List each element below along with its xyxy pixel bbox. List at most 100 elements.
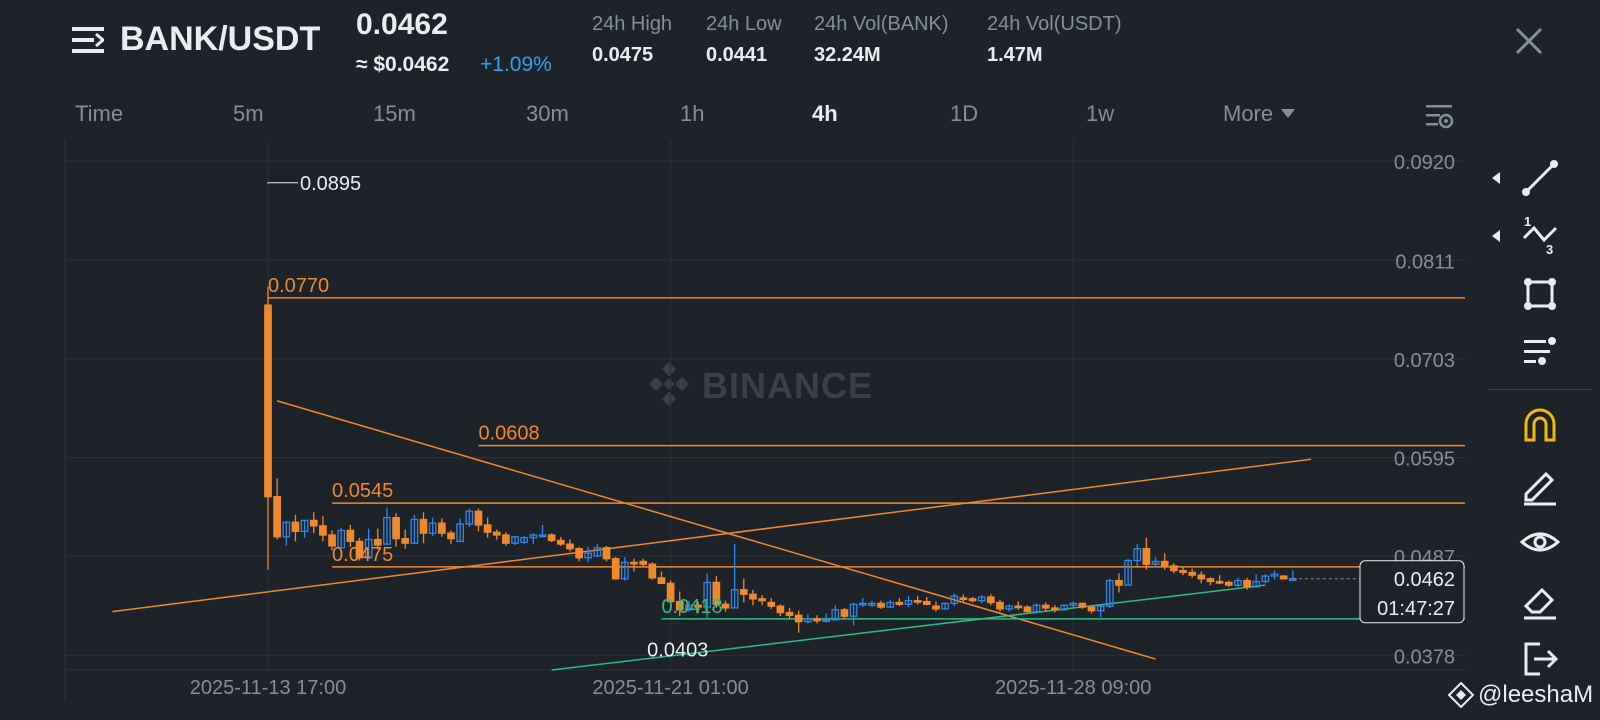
candle-body (630, 561, 638, 565)
y-tick-label: 0.0595 (1394, 448, 1455, 470)
tab-1h[interactable]: 1h (680, 101, 705, 126)
candle-body (1142, 548, 1151, 565)
eraser-icon[interactable] (1518, 578, 1562, 622)
candle-body (1051, 607, 1059, 611)
tab-more[interactable]: More (1223, 101, 1296, 127)
stat-value: 32.24M (814, 44, 881, 66)
candle-body (1206, 578, 1215, 583)
candle-body (877, 602, 885, 608)
pair-name[interactable]: BANK/USDT (120, 20, 321, 58)
tab-15m[interactable]: 15m (373, 101, 416, 126)
trendline-expand-icon[interactable] (1492, 172, 1500, 184)
magnet-icon[interactable] (1518, 404, 1562, 448)
candle-body (666, 582, 675, 603)
candle-body (282, 521, 291, 538)
candle-body (987, 596, 995, 604)
pencil-icon[interactable] (1518, 462, 1562, 506)
candle-body (300, 519, 309, 532)
candle-body (483, 524, 492, 533)
indicator-settings-icon[interactable] (1518, 330, 1562, 374)
svg-text:3: 3 (1546, 242, 1553, 257)
candle-body (392, 517, 400, 540)
candle-body (1261, 575, 1270, 583)
candle-body (739, 589, 748, 595)
exit-icon[interactable] (1518, 636, 1562, 680)
price-chart[interactable]: 0.09200.08110.07030.05950.04870.03782025… (0, 140, 1480, 700)
level-label: 0.0418 (661, 596, 722, 618)
candle-body (584, 552, 593, 559)
candle-body (273, 496, 282, 538)
candle-body (1234, 579, 1242, 586)
candle-body (685, 604, 693, 611)
y-tick-label: 0.0811 (1395, 251, 1455, 273)
fib-expand-icon[interactable] (1492, 230, 1500, 242)
caret-down-icon (1281, 109, 1296, 118)
tab-4h[interactable]: 4h (812, 101, 838, 126)
candle-body (858, 602, 867, 606)
candle-body (401, 537, 410, 544)
candle-body (474, 510, 483, 526)
candle-body (1188, 571, 1196, 576)
candle-body (831, 609, 840, 621)
candle-body (1096, 605, 1105, 612)
eye-icon[interactable] (1518, 520, 1562, 564)
candle-body (428, 522, 437, 534)
y-tick-label: 0.0703 (1394, 350, 1455, 372)
tab-5m[interactable]: 5m (233, 101, 264, 126)
candle-body (895, 601, 904, 605)
stat-24h-vol-base: 24h Vol(BANK) 32.24M (814, 13, 949, 67)
last-price-label: 0.0462 (1394, 569, 1455, 591)
candle-body (941, 602, 949, 610)
candle-body (886, 601, 895, 608)
candle-body (730, 589, 739, 609)
candle-body (648, 563, 657, 579)
toolbar-divider (1488, 389, 1592, 390)
candle-body (1124, 559, 1132, 586)
interval-tabs: Time 5m 15m 30m 1h 4h 1D 1w More (0, 98, 1480, 138)
candle-body (1041, 604, 1050, 609)
candles-layer (264, 286, 1297, 633)
candle-body (538, 534, 547, 538)
tab-1w[interactable]: 1w (1086, 101, 1115, 126)
chart-settings-icon[interactable] (1424, 102, 1454, 130)
candle-body (364, 538, 373, 559)
binance-watermark: BINANCE (646, 361, 896, 407)
menu-icon[interactable] (72, 25, 104, 55)
candle-body (328, 534, 336, 547)
candle-body (1078, 602, 1087, 608)
candle-body (822, 619, 831, 622)
tab-30m[interactable]: 30m (526, 101, 569, 126)
candle-body (346, 529, 355, 543)
fib-icon[interactable]: 1 3 (1518, 214, 1562, 258)
drawings-layer (112, 297, 1465, 671)
stat-24h-vol-quote: 24h Vol(USDT) 1.47M (987, 13, 1122, 67)
tab-time[interactable]: Time (75, 101, 124, 126)
candle-body (502, 534, 510, 544)
candle-body (703, 581, 712, 608)
tab-1d[interactable]: 1D (950, 101, 979, 126)
drawing-toolbar: 1 3 (1486, 150, 1600, 690)
trend-line (276, 400, 1156, 660)
candle-body (465, 510, 474, 525)
stat-label: 24h Vol(BANK) (814, 13, 949, 35)
trend-line (112, 458, 1312, 613)
candle-body (520, 537, 529, 543)
candle-body (794, 614, 803, 623)
stat-value: 0.0441 (706, 44, 768, 66)
close-icon[interactable] (1512, 24, 1546, 58)
candle-body (749, 593, 757, 600)
candle-body (1060, 604, 1068, 611)
candle-body (950, 595, 959, 605)
candle-body (1023, 606, 1032, 613)
candle-body (657, 577, 666, 584)
candle-body (264, 304, 272, 498)
last-price: 0.0462 (356, 8, 448, 41)
candle-body (1133, 548, 1142, 562)
candle-body (712, 581, 721, 605)
trendline-icon[interactable] (1518, 156, 1562, 200)
candle-body (511, 536, 519, 544)
shape-icon[interactable] (1518, 272, 1562, 316)
stat-label: 24h Vol(USDT) (987, 13, 1122, 35)
candle-body (291, 521, 300, 532)
candle-body (639, 560, 648, 565)
